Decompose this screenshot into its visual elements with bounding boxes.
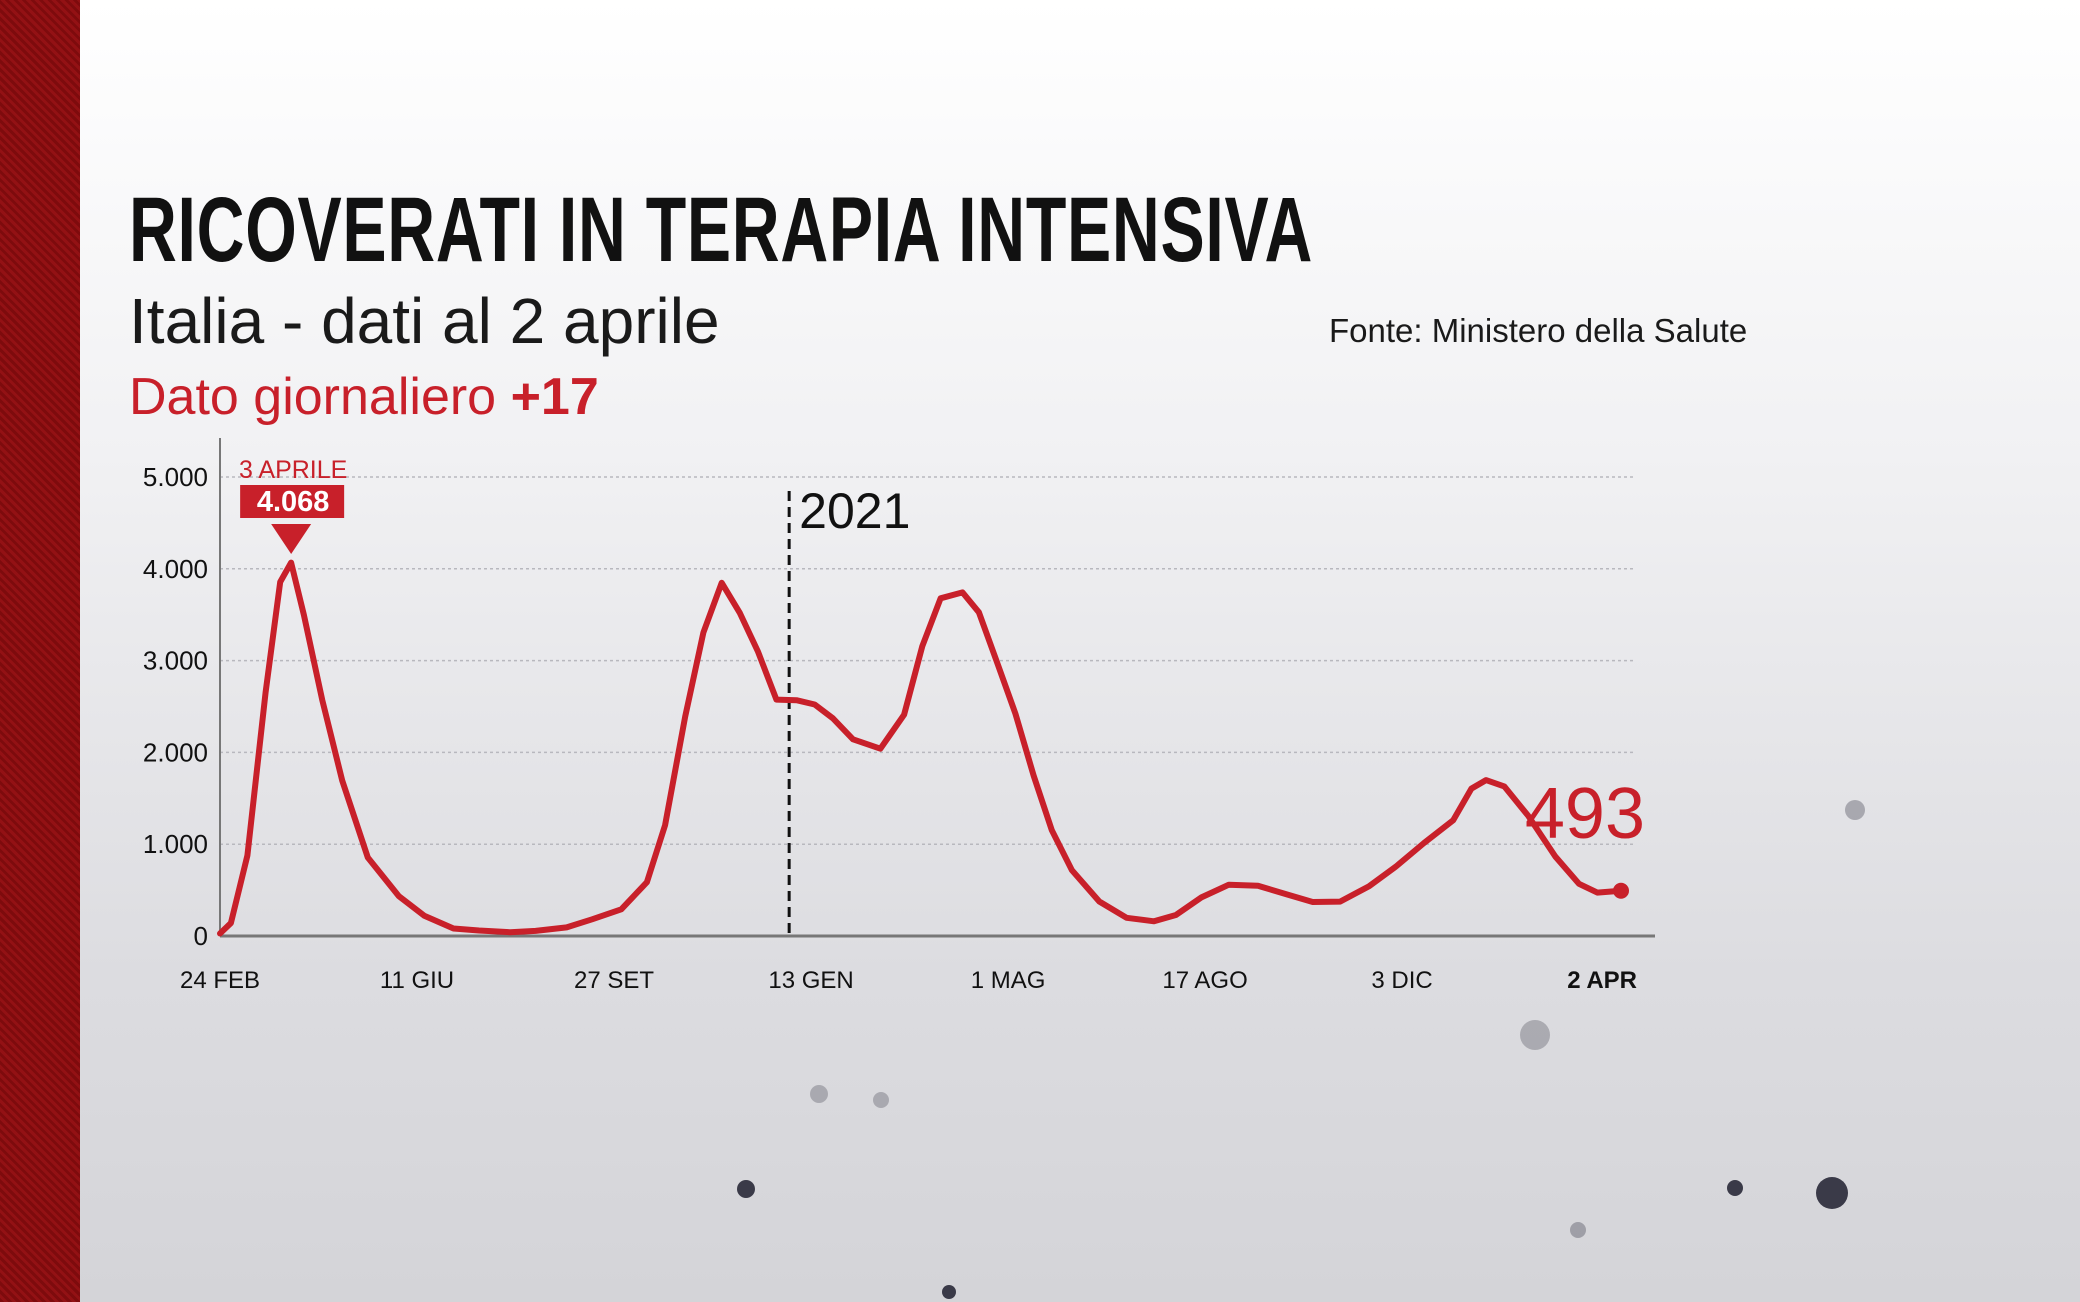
x-tick-label: 11 GIU [380,967,454,994]
x-tick-label: 1 MAG [971,967,1046,994]
subtitle: Italia - dati al 2 aprile [129,285,720,357]
page-title: RICOVERATI IN TERAPIA INTENSIVA [129,179,1314,281]
daily-value: +17 [510,368,599,426]
decorative-dot [873,1092,889,1108]
left-red-band [0,0,80,1302]
decorative-dot [1570,1222,1586,1238]
x-tick-label: 24 FEB [180,967,260,994]
x-tick-label: 2 APR [1567,967,1637,994]
decorative-dot [1816,1177,1848,1209]
peak-pointer-icon [271,524,312,554]
daily-change: Dato giornaliero +17 [129,367,599,427]
peak-value-box [240,485,345,518]
decorative-dot [810,1085,828,1103]
last-value-label: 493 [1525,774,1645,854]
y-tick-label: 4.000 [143,554,208,584]
x-tick-label: 27 SET [574,967,654,994]
daily-label: Dato giornaliero [129,368,497,426]
decorative-dot [942,1285,956,1299]
y-tick-label: 3.000 [143,646,208,676]
decorative-dot [737,1180,755,1198]
decorative-dot [1845,800,1865,820]
source-note: Fonte: Ministero della Salute [1329,312,1748,349]
last-value-dot [1613,882,1629,899]
peak-value-label: 4.068 [257,486,330,518]
decorative-dot [1520,1020,1550,1050]
y-tick-label: 5.000 [143,462,208,492]
y-tick-label: 1.000 [143,829,208,859]
x-tick-label: 3 DIC [1371,967,1432,994]
peak-date-label: 3 APRILE [239,456,347,484]
series-line [217,559,1624,937]
x-tick-label: 17 AGO [1162,967,1247,994]
year-label: 2021 [799,483,910,539]
x-tick-label: 13 GEN [768,967,853,994]
decorative-dot [1727,1180,1743,1196]
y-tick-label: 2.000 [143,737,208,767]
y-tick-label: 0 [194,921,208,951]
